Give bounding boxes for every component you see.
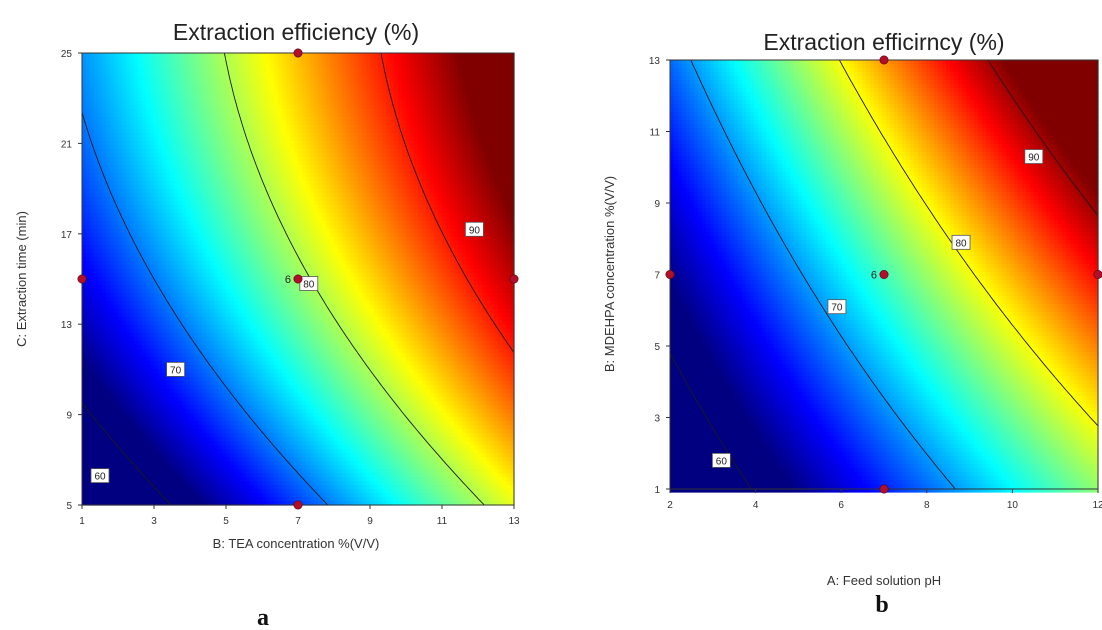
x-tick-label: 7 <box>295 516 301 527</box>
panel-label: a <box>257 605 269 630</box>
contour-chart-b: Extraction efficirncy (%) 2 4 6 8 10 12 1 3 5 7 9 11… <box>552 0 1102 630</box>
x-tick-label: 9 <box>367 516 373 527</box>
x-tick-label: 6 <box>838 500 844 511</box>
design-point <box>1094 270 1102 278</box>
y-tick-label: 13 <box>649 56 661 67</box>
x-tick-label: 4 <box>753 500 759 511</box>
x-tick-label: 2 <box>667 500 673 511</box>
x-tick-label: 12 <box>1092 500 1102 511</box>
contour-label: 80 <box>952 235 970 249</box>
y-tick-label: 17 <box>61 230 73 241</box>
contour-plot-a-svg: Extraction efficiency (%)1 3 5 7 9 11 13591317… <box>0 0 540 630</box>
design-point <box>880 270 888 278</box>
contour-label: 90 <box>1025 150 1043 164</box>
x-tick-label: 10 <box>1007 500 1019 511</box>
design-point <box>294 501 302 509</box>
design-point <box>510 275 518 283</box>
contour-chart-a: Extraction efficiency (%) 1 3 5 7 9 11 13 5 9 13 17… <box>0 0 540 630</box>
design-point <box>294 275 302 283</box>
x-tick-label: 3 <box>151 516 157 527</box>
y-tick-label: 3 <box>654 414 660 425</box>
x-axis-label: B: TEA concentration %(V/V) <box>213 536 380 551</box>
x-tick-label: 5 <box>223 516 229 527</box>
y-tick-label: 11 <box>650 128 661 139</box>
y-tick-label: 13 <box>61 320 73 331</box>
contour-label: 70 <box>828 300 846 314</box>
design-point <box>666 270 674 278</box>
x-tick-label: 8 <box>924 500 930 511</box>
contour-label: 60 <box>712 453 730 467</box>
x-tick-label: 1 <box>79 516 85 527</box>
design-point <box>294 49 302 57</box>
y-tick-label: 9 <box>66 411 72 422</box>
x-tick-label: 13 <box>508 516 520 527</box>
contour-label: 70 <box>167 362 185 376</box>
contour-label: 90 <box>465 222 483 236</box>
contour-label: 60 <box>91 469 109 483</box>
y-tick-label: 21 <box>61 139 73 150</box>
panel-label: b <box>875 592 888 618</box>
center-replicate-count: 6 <box>871 270 877 282</box>
design-point <box>78 275 86 283</box>
chart-title: Extraction efficiency (%) <box>173 19 419 45</box>
y-axis-label: C: Extraction time (min) <box>14 211 29 347</box>
design-point <box>880 485 888 493</box>
y-tick-label: 5 <box>66 501 72 512</box>
y-tick-label: 7 <box>654 271 660 282</box>
y-tick-label: 1 <box>654 485 660 496</box>
contour-label: 80 <box>300 277 318 291</box>
center-replicate-count: 6 <box>285 274 291 286</box>
y-axis-label: B: MDEHPA concentration %(V/V) <box>602 176 617 372</box>
design-point <box>880 56 888 64</box>
y-tick-label: 5 <box>654 342 660 353</box>
contour-plot-b-svg: Extraction efficirncy (%)2 4 6 8 10 121357911… <box>552 0 1102 630</box>
y-tick-label: 25 <box>61 49 73 60</box>
x-axis-label: A: Feed solution pH <box>827 573 941 588</box>
chart-title: Extraction efficirncy (%) <box>763 29 1004 55</box>
y-tick-label: 9 <box>654 199 660 210</box>
x-tick-label: 11 <box>437 516 448 527</box>
